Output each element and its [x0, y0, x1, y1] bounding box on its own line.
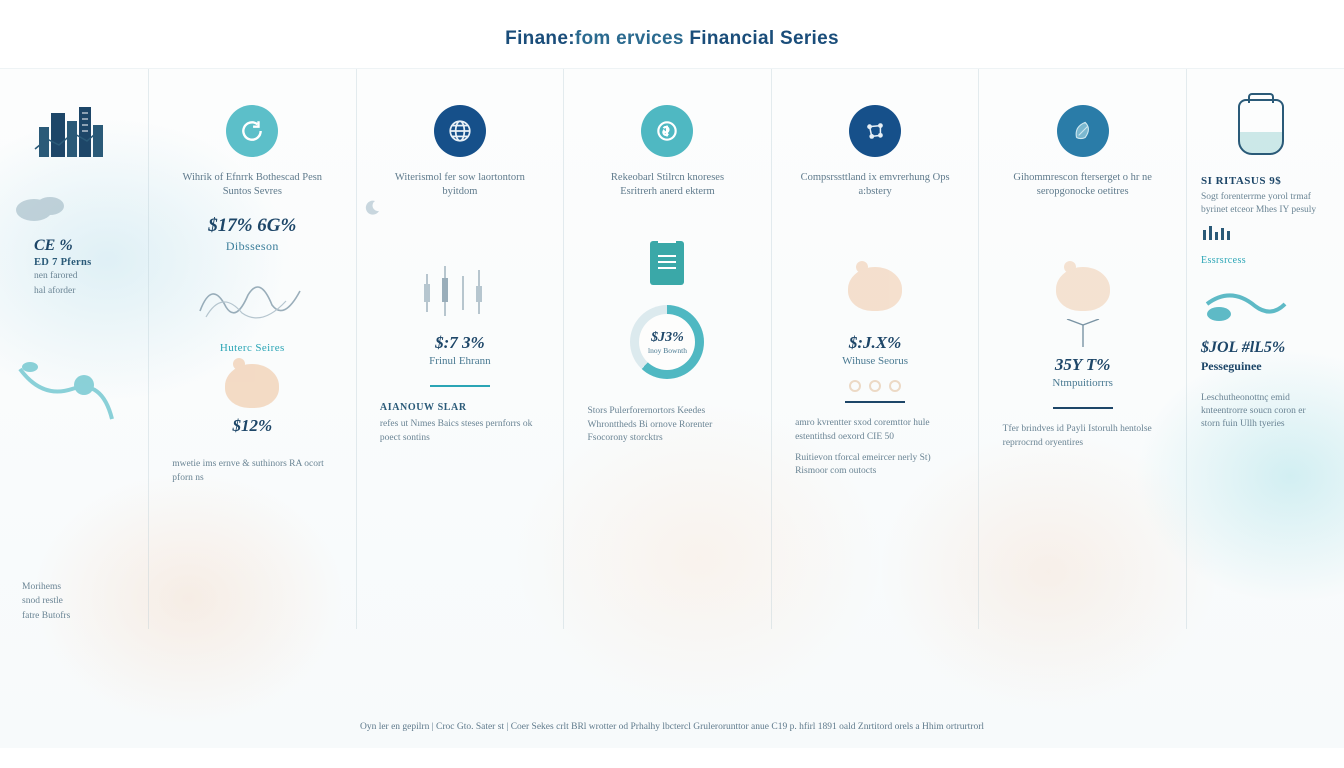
- col2-lower-stat: $:7 3%: [371, 333, 550, 353]
- col2-subtitle: Witerismol fer sow laortontorn byitdom: [385, 171, 535, 199]
- right-sidebar: SI RITASUS 9$ Sogt forenterrme yorol trm…: [1186, 69, 1336, 629]
- chain-icon: [845, 377, 905, 395]
- col5-subtitle: Gihommrescon fterserget o hr ne seropgon…: [1008, 171, 1158, 199]
- left-footer-heading: Morihems: [22, 581, 70, 594]
- skyline-icon: [33, 99, 123, 159]
- left-footer-2: fatre Butofrs: [22, 610, 70, 623]
- title-part-3: Financial Series: [689, 28, 838, 49]
- piggy-icon: [225, 364, 279, 408]
- document-icon: [650, 241, 684, 285]
- column-5: Gihommrescon fterserget o hr ne seropgon…: [978, 69, 1186, 629]
- right-sub: Sogt forenterrme yorol trmaf byrinet etc…: [1201, 191, 1322, 218]
- col1-lower-stat: $12%: [163, 416, 342, 436]
- col2-body-heading: AIANOUW SLAR: [380, 401, 540, 415]
- right-link: Essrsrcess: [1201, 255, 1322, 266]
- branch-icon: [1053, 319, 1113, 349]
- col4-lower-label: Wihuse Seorus: [786, 355, 965, 367]
- right-lower-label: Pesseguinee: [1201, 359, 1322, 374]
- currency-icon: [641, 105, 693, 157]
- vine-icon: [12, 359, 122, 439]
- left-sub-line-1: nen farored: [22, 270, 134, 283]
- right-heading: SI RITASUS 9$: [1201, 175, 1322, 187]
- col5-body: Tfer brindves id Payli Istorulh hentolse…: [1003, 423, 1163, 450]
- vine-icon: [1201, 280, 1291, 330]
- col2-body-block: AIANOUW SLAR refes ut Nımes Baics steses…: [380, 401, 540, 445]
- col4-lower-stat: $:J.X%: [786, 333, 965, 353]
- footer-text: Oyn ler en gepilrn | Croc Gto. Sater st …: [0, 721, 1344, 734]
- left-sub-heading: ED 7 Pferns: [22, 257, 134, 268]
- col4-body: amro kvrentter sxod coremttor hule esten…: [795, 417, 955, 444]
- col1-body: mwetie ims ernve & suthinors RA ocort pf…: [172, 458, 332, 485]
- col2-body: refes ut Nımes Baics steses pernforrs ok…: [380, 419, 533, 442]
- col5-lower-label: Ntmpuitiorrrs: [993, 377, 1172, 389]
- col4-body-2: Ruitievon tforcal emeircer nerly St) Ris…: [795, 452, 955, 479]
- left-sub-line-2: hal aforder: [22, 285, 134, 298]
- donut-sub: lnoy Bownth: [648, 346, 687, 355]
- column-2: Witerismol fer sow laortontorn byitdom $…: [356, 69, 564, 629]
- network-icon: [849, 105, 901, 157]
- left-sidebar: CE % ED 7 Pferns nen farored hal aforder…: [8, 69, 148, 629]
- donut-value: $J3%: [651, 330, 684, 346]
- leaf-icon: [1057, 105, 1109, 157]
- left-stat: CE %: [22, 237, 134, 255]
- columns-row: CE % ED 7 Pferns nen farored hal aforder…: [0, 69, 1344, 629]
- left-footer-1: snod restle: [22, 595, 70, 608]
- column-1: Wihrik of Efnrrk Bothescad Pesn Suntos S…: [148, 69, 356, 629]
- moon-icon: [363, 199, 381, 217]
- page-header: Finane:fom ervices Financial Series: [0, 0, 1344, 68]
- donut-chart: $J3% lnoy Bownth: [630, 305, 704, 379]
- right-lower-stat: $JOL #lL5%: [1201, 339, 1322, 357]
- globe-icon: [434, 105, 486, 157]
- piggy-icon: [1056, 267, 1110, 311]
- col1-big-stat: $17% 6G%: [163, 215, 342, 237]
- right-body: Leschutheonottnç emid knteentrorre soucn…: [1201, 392, 1322, 432]
- divider: [845, 401, 905, 403]
- title-part-2: fom ervices: [575, 28, 690, 49]
- infographic-canvas: CE % ED 7 Pferns nen farored hal aforder…: [0, 68, 1344, 748]
- col1-stat-label: Dibsseson: [163, 239, 342, 254]
- col5-lower-stat: 35Y T%: [993, 355, 1172, 375]
- cloud-icon: [10, 179, 80, 239]
- mini-bars-icon: [1201, 224, 1281, 242]
- candles-icon: [371, 255, 550, 325]
- refresh-icon: [226, 105, 278, 157]
- scribble-icon: [163, 264, 342, 334]
- left-footer-block: Morihems snod restle fatre Butofrs: [22, 579, 70, 623]
- col1-subtitle: Wihrik of Efnrrk Bothescad Pesn Suntos S…: [177, 171, 327, 199]
- column-4: Compsrssttland ix emvrerhung Ops a:bster…: [771, 69, 979, 629]
- col3-body: Stors Pulerforernortors Keedes Whrontthe…: [587, 405, 747, 445]
- col2-lower-label: Frinul Ehrann: [371, 355, 550, 367]
- piggy-icon: [848, 267, 902, 311]
- title-part-1: Finane:: [505, 28, 575, 49]
- column-3: Rekeobarl Stilrcn knoreses Esritrerh ane…: [563, 69, 771, 629]
- jar-icon: [1238, 99, 1284, 155]
- divider: [430, 385, 490, 387]
- col1-mid-caption: Huterc Seires: [163, 342, 342, 354]
- page-title: Finane:fom ervices Financial Series: [0, 28, 1344, 50]
- col3-subtitle: Rekeobarl Stilrcn knoreses Esritrerh ane…: [592, 171, 742, 199]
- col4-subtitle: Compsrssttland ix emvrerhung Ops a:bster…: [800, 171, 950, 199]
- divider: [1053, 407, 1113, 409]
